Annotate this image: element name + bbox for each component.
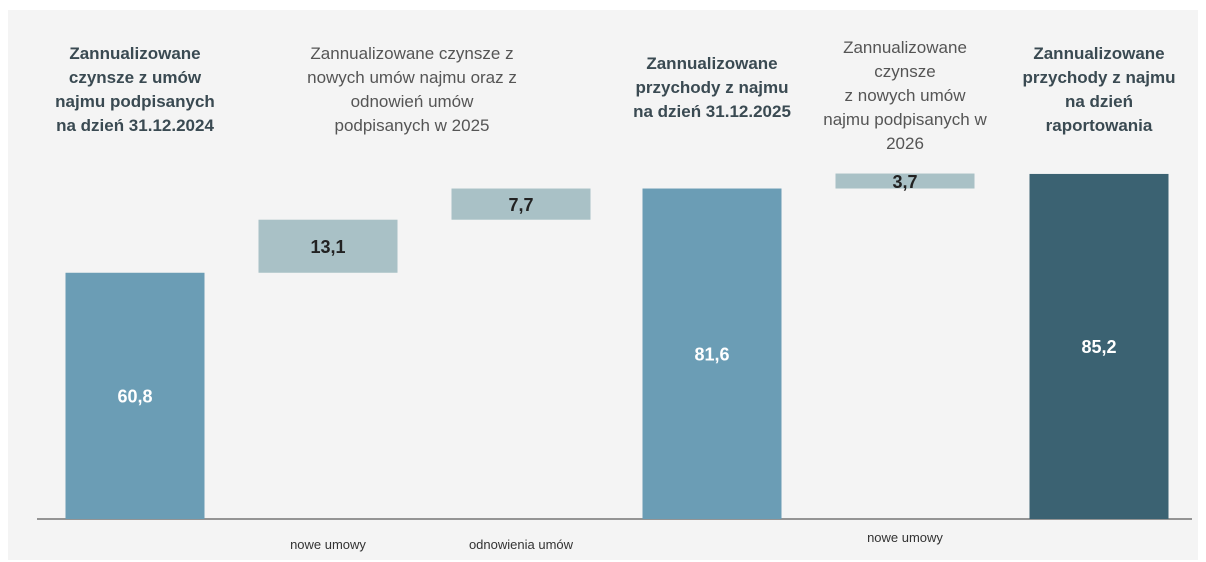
value-label: 3,7 xyxy=(892,172,917,192)
bar xyxy=(258,219,398,273)
value-label: 81,6 xyxy=(694,345,729,365)
header: Zannualizowane czynsze z nowych umów naj… xyxy=(823,38,987,153)
header: Zannualizowane czynsze z nowych umów naj… xyxy=(307,44,517,135)
header: Zannualizowane przychody z najmu na dzie… xyxy=(633,54,791,121)
value-label: 7,7 xyxy=(508,195,533,215)
bar xyxy=(642,188,782,519)
value-label: 60,8 xyxy=(117,387,152,407)
category-label: nowe umowy xyxy=(290,537,366,552)
value-label: 85,2 xyxy=(1081,337,1116,357)
bar xyxy=(835,173,975,189)
bar xyxy=(65,272,205,519)
value-label: 13,1 xyxy=(310,237,345,257)
header: Zannualizowane przychody z najmu na dzie… xyxy=(1022,44,1176,135)
category-label: nowe umowy xyxy=(867,530,943,545)
panel xyxy=(8,10,1198,560)
bar xyxy=(1029,173,1169,519)
header: Zannualizowane czynsze z umów najmu podp… xyxy=(55,44,215,135)
category-label: odnowienia umów xyxy=(468,537,574,552)
bar xyxy=(451,188,591,220)
